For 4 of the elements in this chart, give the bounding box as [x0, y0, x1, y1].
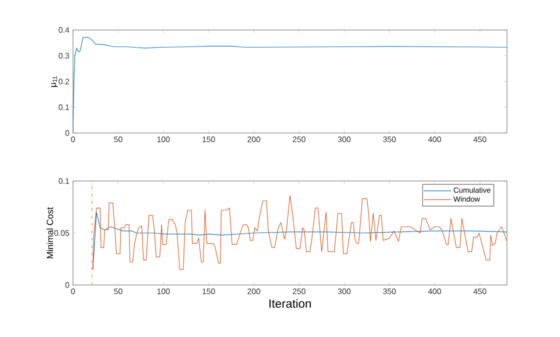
- y-axis-title: μ$_{11}$: [51, 76, 58, 87]
- y-axis-title: Minimal Cost: [46, 207, 54, 258]
- x-axis-title: Iteration: [270, 299, 311, 308]
- line-series: [92, 212, 507, 270]
